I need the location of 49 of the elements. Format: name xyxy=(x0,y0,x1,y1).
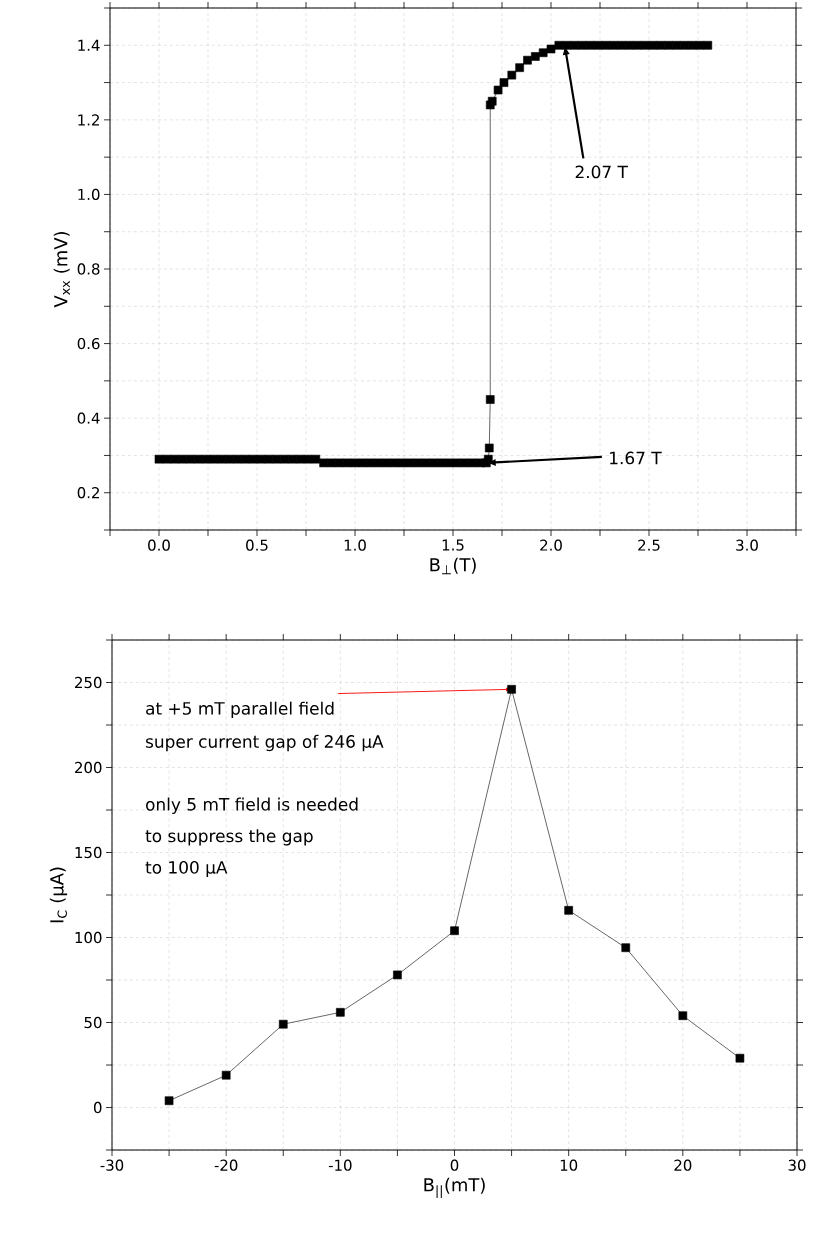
point xyxy=(735,1053,745,1063)
y-tick-label: 150 xyxy=(75,846,102,859)
point xyxy=(678,1011,688,1021)
x-tick-label: -20 xyxy=(214,1159,238,1171)
annotation: to suppress the gap xyxy=(145,829,313,846)
annotation: 1.67 T xyxy=(610,451,662,465)
y-tick-label: 0 xyxy=(93,1101,102,1114)
point xyxy=(564,906,573,915)
y-tick-label: 0.6 xyxy=(77,337,100,350)
x-tick-label: 1.5 xyxy=(442,539,464,551)
y-axis-title: V$_{xx}$ (mV) xyxy=(53,232,70,308)
y-tick-label: 250 xyxy=(75,676,102,689)
point xyxy=(507,685,516,694)
annotation: only 5 mT field is needed xyxy=(146,797,358,814)
x-tick-label: -10 xyxy=(328,1159,352,1171)
point xyxy=(621,943,631,953)
point xyxy=(164,1096,174,1106)
y-tick-label: 1.4 xyxy=(78,39,100,51)
y-tick-label: 50 xyxy=(84,1016,102,1029)
x-tick-label: 0.5 xyxy=(246,539,268,551)
annotation: super current gap of 246 μA xyxy=(146,734,384,752)
annotation: to 100 μA xyxy=(145,860,228,878)
x-tick-label: 0.0 xyxy=(148,539,170,551)
y-tick-label: 0.8 xyxy=(77,263,100,275)
x-tick-label: 2.0 xyxy=(540,539,562,551)
point xyxy=(393,970,402,980)
y-tick-label: 1.0 xyxy=(78,188,100,201)
y-tick-label: 100 xyxy=(75,931,102,944)
point xyxy=(221,1070,231,1080)
x-tick-label: 10 xyxy=(560,1159,578,1171)
x-tick-label: 30 xyxy=(788,1159,806,1171)
annotation: 2.07 T xyxy=(575,165,628,179)
y-tick-label: 1.2 xyxy=(78,114,99,126)
x-tick-label: 20 xyxy=(674,1159,692,1171)
point xyxy=(450,926,459,936)
point xyxy=(336,1008,345,1017)
x-axis-title: B$_{⊥}$(T) xyxy=(430,557,476,575)
point xyxy=(278,1019,288,1029)
x-tick-label: 0 xyxy=(450,1159,459,1171)
annotation: at +5 mT parallel field xyxy=(146,701,334,719)
y-axis-title: I$_{C}$ (μA) xyxy=(49,867,68,923)
y-tick-label: 200 xyxy=(75,761,102,774)
x-tick-label: 3.0 xyxy=(736,539,758,551)
x-axis-title: B$_{||}$(mT) xyxy=(424,1177,485,1198)
y-tick-label: 0.4 xyxy=(77,412,100,424)
y-tick-label: 0.2 xyxy=(77,487,99,499)
x-tick-label: 1.0 xyxy=(344,539,366,551)
x-tick-label: -30 xyxy=(100,1159,124,1171)
x-tick-label: 2.5 xyxy=(638,539,660,551)
